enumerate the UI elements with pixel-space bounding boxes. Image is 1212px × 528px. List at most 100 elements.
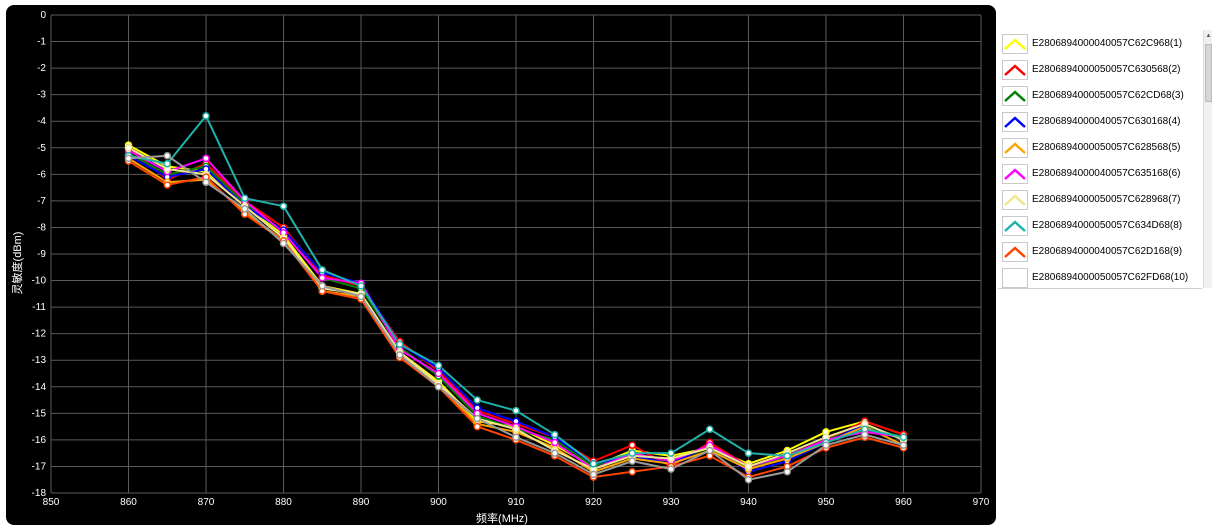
legend-item[interactable]: E2806894000050057C62FD68(10): [998, 266, 1202, 289]
data-point: [746, 477, 752, 483]
legend-item[interactable]: E2806894000040057C62C968(1): [998, 32, 1202, 58]
data-point: [474, 397, 480, 403]
data-point: [126, 145, 132, 151]
x-tick-label: 920: [585, 497, 602, 508]
data-point: [552, 440, 558, 446]
data-point: [823, 442, 829, 448]
data-point: [629, 469, 635, 475]
legend-item[interactable]: E2806894000040057C635168(6): [998, 162, 1202, 188]
legend-label: E2806894000050057C62CD68(3): [1032, 90, 1184, 101]
data-point: [629, 458, 635, 464]
legend-label: E2806894000040057C62C968(1): [1032, 38, 1182, 49]
data-point: [862, 432, 868, 438]
y-tick-label: -14: [32, 382, 47, 393]
data-point: [436, 384, 442, 390]
x-tick-label: 900: [430, 497, 447, 508]
y-tick-label: -1: [37, 37, 46, 48]
legend-swatch-icon: [1002, 216, 1028, 236]
x-tick-label: 910: [508, 497, 525, 508]
scroll-up-arrow-icon[interactable]: ▲: [1204, 32, 1212, 40]
y-tick-label: -5: [37, 143, 46, 154]
legend-swatch-icon: [1002, 86, 1028, 106]
data-point: [164, 161, 170, 167]
legend-label: E2806894000040057C630168(4): [1032, 116, 1180, 127]
data-point: [513, 434, 519, 440]
data-point: [319, 267, 325, 273]
data-point: [513, 408, 519, 414]
y-tick-label: -11: [32, 302, 46, 313]
legend-item[interactable]: E2806894000050057C630568(2): [998, 58, 1202, 84]
y-tick-label: -12: [32, 329, 47, 340]
data-point: [242, 206, 248, 212]
data-point: [513, 426, 519, 432]
y-tick-label: 0: [40, 10, 46, 21]
legend-swatch-icon: [1002, 242, 1028, 262]
data-point: [397, 352, 403, 358]
legend-item[interactable]: E2806894000050057C634D68(8): [998, 214, 1202, 240]
y-tick-label: -16: [32, 435, 47, 446]
y-tick-label: -3: [37, 90, 46, 101]
data-point: [901, 434, 907, 440]
data-point: [552, 450, 558, 456]
x-tick-label: 870: [198, 497, 215, 508]
data-point: [281, 203, 287, 209]
legend-label: E2806894000040057C62D168(9): [1032, 246, 1182, 257]
legend: E2806894000040057C62C968(1) E280689400005…: [998, 30, 1202, 289]
legend-scrollbar[interactable]: ▲: [1203, 30, 1212, 288]
legend-label: E2806894000050057C630568(2): [1032, 64, 1180, 75]
scroll-thumb[interactable]: [1205, 44, 1212, 102]
y-tick-label: -2: [37, 63, 46, 74]
data-point: [203, 179, 209, 185]
data-point: [203, 113, 209, 119]
data-point: [397, 341, 403, 347]
legend-label: E2806894000050057C628968(7): [1032, 194, 1180, 205]
data-point: [591, 461, 597, 467]
y-tick-label: -9: [37, 249, 46, 260]
data-point: [784, 469, 790, 475]
y-tick-label: -6: [37, 169, 46, 180]
x-tick-label: 960: [895, 497, 912, 508]
data-point: [358, 293, 364, 299]
legend-label: E2806894000040057C635168(6): [1032, 168, 1180, 179]
data-point: [281, 240, 287, 246]
x-tick-label: 950: [818, 497, 835, 508]
legend-item[interactable]: E2806894000040057C62D168(9): [998, 240, 1202, 266]
y-tick-label: -10: [32, 276, 47, 287]
legend-label: E2806894000050057C634D68(8): [1032, 220, 1182, 231]
data-point: [203, 155, 209, 161]
data-point: [126, 155, 132, 161]
y-tick-label: -15: [32, 408, 47, 419]
chart-panel: 850 860 870 880 890 900 910 920 930 940 950 960 970 0…: [6, 5, 996, 525]
y-tick-label: -18: [32, 488, 47, 499]
x-tick-label: 970: [973, 497, 990, 508]
data-point: [358, 283, 364, 289]
data-point: [901, 442, 907, 448]
data-point: [474, 424, 480, 430]
y-tick-label: -13: [32, 355, 47, 366]
legend-item[interactable]: E2806894000050057C62CD68(3): [998, 84, 1202, 110]
data-point: [746, 463, 752, 469]
x-axis-label: 频率(MHz): [476, 511, 528, 525]
legend-swatch-icon: [1002, 34, 1028, 54]
line-chart: 850 860 870 880 890 900 910 920 930 940 950 960 970 0…: [6, 5, 996, 525]
legend-swatch-icon: [1002, 138, 1028, 158]
legend-swatch-icon: [1002, 190, 1028, 210]
data-point: [629, 442, 635, 448]
x-tick-label: 860: [120, 497, 137, 508]
data-point: [164, 182, 170, 188]
y-tick-label: -7: [37, 196, 46, 207]
legend-swatch-icon: [1002, 268, 1028, 288]
data-point: [552, 432, 558, 438]
legend-item[interactable]: E2806894000050057C628568(5): [998, 136, 1202, 162]
legend-item[interactable]: E2806894000040057C630168(4): [998, 110, 1202, 136]
legend-label: E2806894000050057C628568(5): [1032, 142, 1180, 153]
data-point: [746, 450, 752, 456]
y-tick-label: -17: [32, 461, 47, 472]
legend-item[interactable]: E2806894000050057C628968(7): [998, 188, 1202, 214]
data-point: [319, 275, 325, 281]
x-tick-label: 930: [663, 497, 680, 508]
legend-swatch-icon: [1002, 112, 1028, 132]
data-point: [784, 453, 790, 459]
y-tick-label: -4: [37, 116, 46, 127]
data-point: [668, 450, 674, 456]
